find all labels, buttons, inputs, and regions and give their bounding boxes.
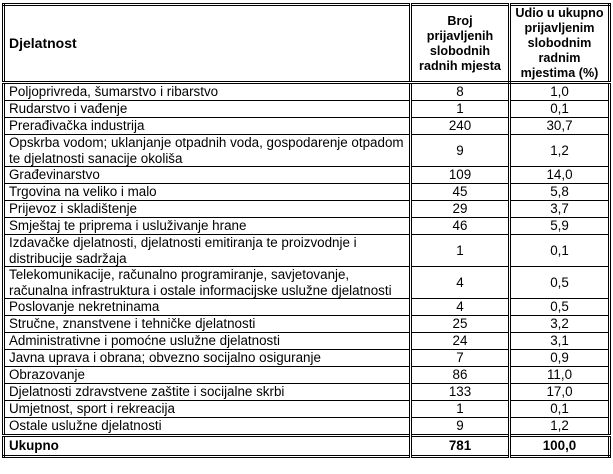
activity-cell: Poslovanje nekretninama: [3, 298, 411, 316]
table-row: Prijevoz i skladištenje 29 3,7: [3, 200, 610, 218]
count-cell: 9: [409, 134, 511, 167]
share-cell: 11,0: [509, 366, 610, 384]
table-row: Poljoprivreda, šumarstvo i ribarstvo 8 1,0: [3, 82, 610, 101]
table-row: Poslovanje nekretninama 4 0,5: [3, 298, 610, 316]
activity-cell: Ostale uslužne djelatnosti: [3, 417, 411, 436]
share-cell: 3,7: [509, 200, 610, 218]
table-row: Trgovina na veliko i malo 45 5,8: [3, 183, 610, 201]
share-cell: 0,9: [509, 349, 610, 367]
table-row: Javna uprava i obrana; obvezno socijalno…: [3, 349, 610, 367]
table-row: Stručne, znanstvene i tehničke djelatnos…: [3, 315, 610, 333]
share-cell: 5,8: [509, 183, 610, 201]
share-cell: 0,5: [509, 298, 610, 316]
table-row: Prerađivačka industrija 240 30,7: [3, 117, 610, 135]
activity-cell: Trgovina na veliko i malo: [3, 183, 411, 201]
count-cell: 109: [409, 166, 511, 184]
header-activity: Djelatnost: [3, 4, 411, 84]
total-count: 781: [409, 434, 511, 457]
share-cell: 0,1: [509, 400, 610, 418]
share-cell: 1,0: [509, 82, 610, 101]
total-row: Ukupno 781 100,0: [3, 434, 610, 457]
count-cell: 86: [409, 366, 511, 384]
share-cell: 1,2: [509, 134, 610, 167]
vacancies-table: Djelatnost Broj prijavljenih slobodnih r…: [2, 3, 611, 458]
count-cell: 9: [409, 417, 511, 436]
count-cell: 133: [409, 383, 511, 401]
count-cell: 1: [409, 100, 511, 118]
activity-cell: Prijevoz i skladištenje: [3, 200, 411, 218]
activity-cell: Prerađivačka industrija: [3, 117, 411, 135]
count-cell: 45: [409, 183, 511, 201]
share-cell: 0,5: [509, 266, 610, 299]
share-cell: 5,9: [509, 217, 610, 235]
count-cell: 4: [409, 266, 511, 299]
table-row: Ostale uslužne djelatnosti 9 1,2: [3, 417, 610, 436]
count-cell: 25: [409, 315, 511, 333]
header-share: Udio u ukupno prijavljenim slobodnim rad…: [509, 4, 610, 84]
activity-cell: Administrativne i pomoćne uslužne djelat…: [3, 332, 411, 350]
share-cell: 3,2: [509, 315, 610, 333]
count-cell: 24: [409, 332, 511, 350]
activity-cell: Telekomunikacije, računalno programiranj…: [3, 266, 411, 299]
table-row: Umjetnost, sport i rekreacija 1 0,1: [3, 400, 610, 418]
activity-cell: Obrazovanje: [3, 366, 411, 384]
share-cell: 0,1: [509, 234, 610, 267]
activity-cell: Rudarstvo i vađenje: [3, 100, 411, 118]
activity-cell: Građevinarstvo: [3, 166, 411, 184]
table-row: Djelatnosti zdravstvene zaštite i socija…: [3, 383, 610, 401]
table-row: Administrativne i pomoćne uslužne djelat…: [3, 332, 610, 350]
count-cell: 1: [409, 400, 511, 418]
table-row: Građevinarstvo 109 14,0: [3, 166, 610, 184]
count-cell: 29: [409, 200, 511, 218]
share-cell: 3,1: [509, 332, 610, 350]
activity-cell: Izdavačke djelatnosti, djelatnosti emiti…: [3, 234, 411, 267]
share-cell: 14,0: [509, 166, 610, 184]
count-cell: 8: [409, 82, 511, 101]
table-row: Izdavačke djelatnosti, djelatnosti emiti…: [3, 234, 610, 267]
share-cell: 30,7: [509, 117, 610, 135]
share-cell: 0,1: [509, 100, 610, 118]
count-cell: 46: [409, 217, 511, 235]
count-cell: 4: [409, 298, 511, 316]
activity-cell: Javna uprava i obrana; obvezno socijalno…: [3, 349, 411, 367]
activity-cell: Djelatnosti zdravstvene zaštite i socija…: [3, 383, 411, 401]
total-label: Ukupno: [3, 434, 411, 457]
share-cell: 1,2: [509, 417, 610, 436]
activity-cell: Poljoprivreda, šumarstvo i ribarstvo: [3, 82, 411, 101]
activity-cell: Stručne, znanstvene i tehničke djelatnos…: [3, 315, 411, 333]
activity-cell: Smještaj te priprema i usluživanje hrane: [3, 217, 411, 235]
table-row: Obrazovanje 86 11,0: [3, 366, 610, 384]
table-row: Smještaj te priprema i usluživanje hrane…: [3, 217, 610, 235]
table-row: Rudarstvo i vađenje 1 0,1: [3, 100, 610, 118]
share-cell: 17,0: [509, 383, 610, 401]
table-row: Opskrba vodom; uklanjanje otpadnih voda,…: [3, 134, 610, 167]
count-cell: 1: [409, 234, 511, 267]
header-row: Djelatnost Broj prijavljenih slobodnih r…: [3, 4, 610, 84]
count-cell: 240: [409, 117, 511, 135]
activity-cell: Opskrba vodom; uklanjanje otpadnih voda,…: [3, 134, 411, 167]
activity-cell: Umjetnost, sport i rekreacija: [3, 400, 411, 418]
total-share: 100,0: [509, 434, 610, 457]
table-row: Telekomunikacije, računalno programiranj…: [3, 266, 610, 299]
header-count: Broj prijavljenih slobodnih radnih mjest…: [409, 4, 511, 84]
count-cell: 7: [409, 349, 511, 367]
